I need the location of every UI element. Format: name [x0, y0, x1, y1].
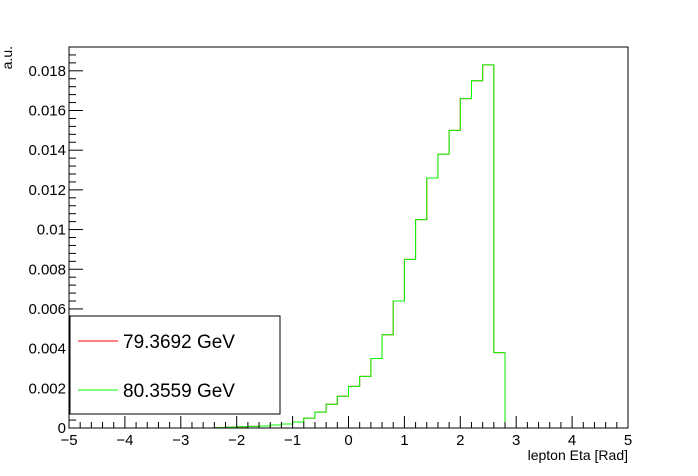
x-tick-label: 5 [624, 432, 632, 449]
x-tick-label: 0 [344, 432, 352, 449]
series-2-line [214, 64, 517, 429]
y-tick-label: 0.006 [28, 301, 66, 318]
y-tick-label: 0.008 [28, 261, 66, 278]
y-tick-label: 0 [58, 420, 66, 437]
plot-area [214, 64, 517, 429]
legend-entry-1-label: 79.3692 GeV [123, 332, 235, 353]
x-tick-label: −1 [284, 432, 301, 449]
y-tick-label: 0.012 [28, 182, 66, 199]
y-tick-label: 0.01 [37, 222, 66, 239]
x-tick-label: 1 [400, 432, 408, 449]
legend-box [69, 315, 281, 415]
legend: 79.3692 GeV 80.3559 GeV [69, 315, 281, 415]
y-tick-label: 0.018 [28, 63, 66, 80]
x-tick-label: 3 [512, 432, 520, 449]
y-tick-label: 0.004 [28, 341, 66, 358]
y-tick-label: 0.014 [28, 142, 66, 159]
x-tick-label: −3 [172, 432, 189, 449]
legend-entry-2-label: 80.3559 GeV [123, 381, 235, 402]
x-tick-label: −2 [228, 432, 245, 449]
y-axis-title: a.u. [0, 46, 15, 69]
x-tick-label: −5 [60, 432, 77, 449]
y-tick-label: 0.002 [28, 380, 66, 397]
y-tick-label: 0.016 [28, 103, 66, 120]
axes: −5 −4 −3 −2 −1 0 1 2 3 4 5 0 0.002 0.004 0.006 0.008 0.0… [28, 46, 632, 449]
x-axis-title: lepton Eta [Rad] [528, 447, 628, 463]
x-tick-label: −4 [116, 432, 133, 449]
x-tick-label: 2 [456, 432, 464, 449]
x-tick-label: 4 [568, 432, 576, 449]
